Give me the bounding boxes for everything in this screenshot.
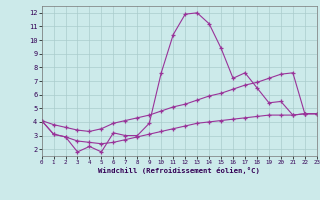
X-axis label: Windchill (Refroidissement éolien,°C): Windchill (Refroidissement éolien,°C) <box>98 167 260 174</box>
